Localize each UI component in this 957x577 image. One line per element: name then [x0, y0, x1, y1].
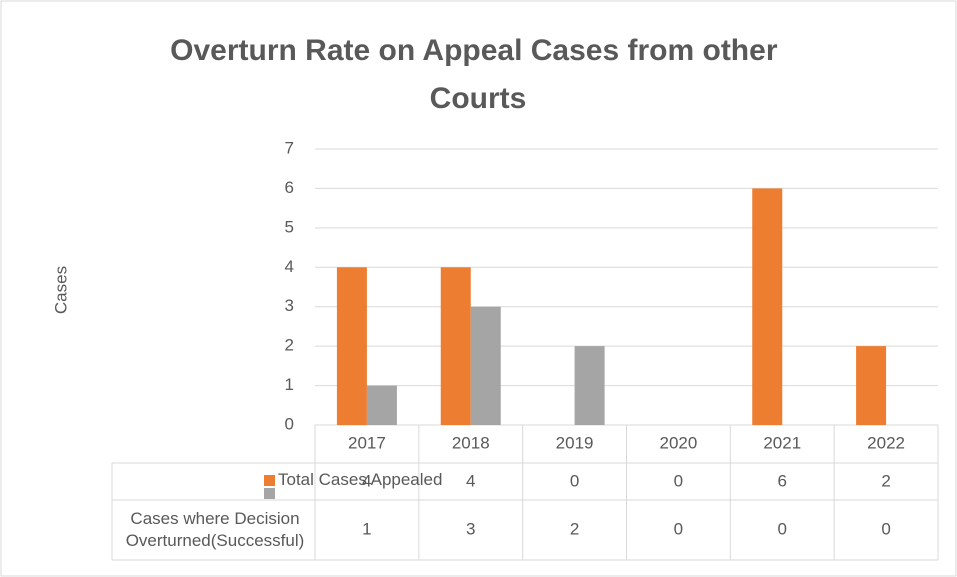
y-axis-label: Cases [51, 266, 70, 314]
table-value: 0 [778, 519, 787, 538]
chart-title: Overturn Rate on Appeal Cases from other… [170, 34, 786, 115]
legend-marker [264, 488, 275, 499]
y-tick-label: 0 [285, 414, 294, 433]
y-tick-label: 3 [285, 296, 294, 315]
legend-marker [264, 475, 275, 486]
table-value: 0 [674, 519, 683, 538]
table-value: 6 [778, 471, 787, 490]
x-tick-label: 2022 [867, 433, 905, 452]
x-tick-label: 2017 [348, 433, 386, 452]
y-tick-label: 2 [285, 336, 294, 355]
x-tick-label: 2018 [452, 433, 490, 452]
x-tick-label: 2021 [763, 433, 801, 452]
y-tick-label: 7 [285, 138, 294, 157]
bar [366, 385, 397, 425]
table-value: 4 [466, 471, 475, 490]
y-tick-label: 6 [285, 178, 294, 197]
table-value: 3 [466, 519, 475, 538]
table-value: 1 [362, 519, 371, 538]
table-value: 0 [881, 519, 890, 538]
bar [856, 346, 887, 425]
bar [336, 267, 367, 425]
table-value: 2 [881, 471, 890, 490]
table-value: 2 [570, 519, 579, 538]
y-tick-label: 5 [285, 217, 294, 236]
bar [752, 188, 783, 425]
table-value: 4 [362, 471, 371, 490]
y-tick-label: 1 [285, 375, 294, 394]
legend-label: Cases where Decision Overturned(Successf… [125, 509, 305, 550]
x-tick-label: 2019 [556, 433, 594, 452]
table-value: 0 [570, 471, 579, 490]
table-value: 0 [674, 471, 683, 490]
x-tick-label: 2020 [660, 433, 698, 452]
y-tick-label: 4 [285, 257, 294, 276]
bar [440, 267, 471, 425]
legend-label: Total Cases Appealed [278, 470, 443, 489]
bar [574, 346, 605, 425]
bar [470, 306, 501, 425]
